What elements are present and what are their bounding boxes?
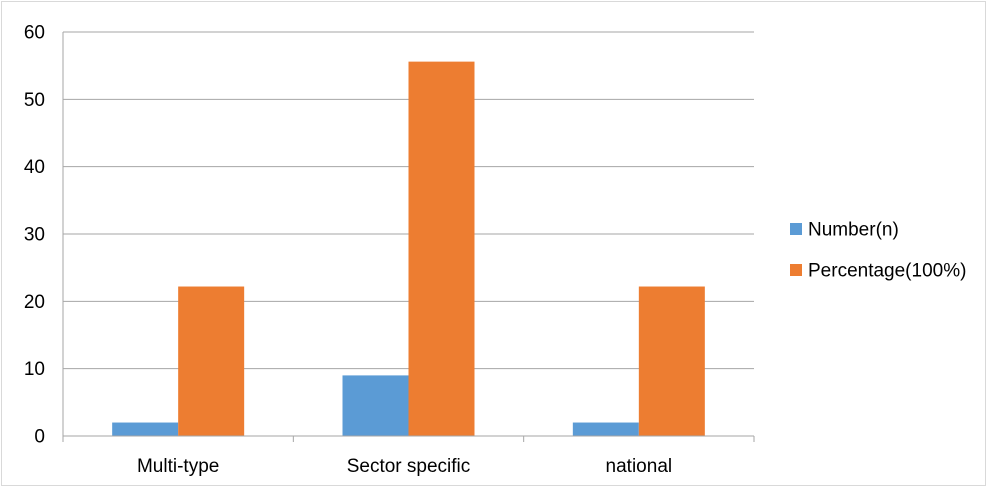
- y-tick-label: 30: [24, 225, 45, 246]
- y-axis-ticks: 0 10 20 30 40 50 60: [24, 23, 45, 448]
- y-tick-label: 20: [24, 292, 45, 313]
- y-tick-label: 50: [24, 90, 45, 111]
- y-tick-label: 0: [34, 427, 45, 448]
- legend-swatch: [790, 223, 802, 235]
- legend: Number(n) Percentage(100%): [790, 220, 966, 282]
- legend-label: Number(n): [808, 220, 899, 241]
- axes: [62, 32, 755, 442]
- y-tick-label: 60: [24, 23, 45, 44]
- bars: [112, 61, 705, 436]
- bar-number: [572, 422, 639, 436]
- x-tick-label: Multi-type: [137, 456, 219, 477]
- bar-number: [342, 375, 409, 436]
- y-tick-label: 40: [24, 157, 45, 178]
- bar-percentage: [178, 286, 245, 436]
- legend-label: Percentage(100%): [808, 261, 966, 282]
- x-axis-ticks: Multi-type Sector specific national: [137, 456, 672, 477]
- bar-number: [112, 422, 179, 436]
- legend-swatch: [790, 264, 802, 276]
- y-tick-label: 10: [24, 359, 45, 380]
- bar-percentage: [408, 61, 475, 436]
- x-tick-label: national: [606, 456, 673, 477]
- x-tick-label: Sector specific: [347, 456, 471, 477]
- bar-percentage: [638, 286, 705, 436]
